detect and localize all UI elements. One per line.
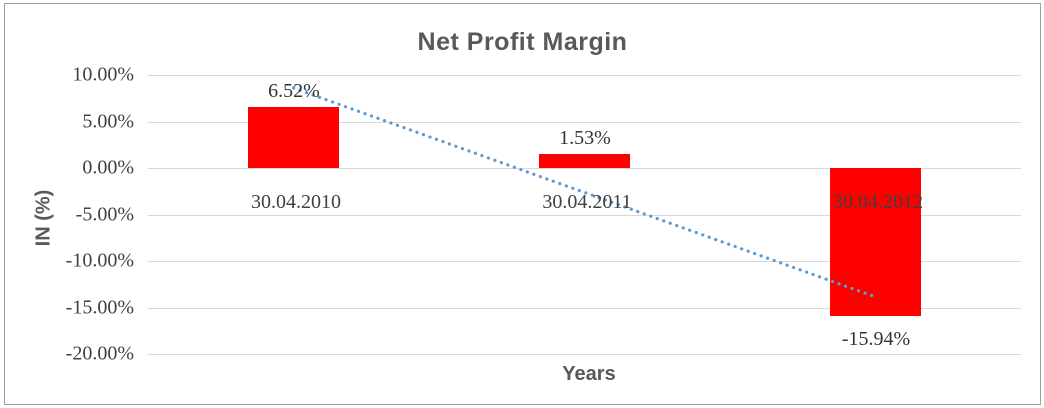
category-label: 30.04.2011	[542, 191, 632, 213]
y-tick-label: -10.00%	[65, 249, 134, 272]
data-label: 1.53%	[559, 127, 611, 149]
bar-30.04.2011	[539, 154, 630, 168]
x-axis-title: Years	[562, 363, 616, 385]
gridline	[148, 354, 1021, 355]
chart-frame: Net Profit Margin IN (%) Years 10.00% 5.0…	[4, 3, 1041, 405]
data-label: 6.52%	[268, 80, 320, 102]
chart-title: Net Profit Margin	[417, 28, 628, 56]
y-tick-label: -5.00%	[75, 203, 134, 226]
category-label: 30.04.2010	[251, 191, 341, 213]
y-tick-label: 10.00%	[72, 63, 134, 86]
category-label: 30.04.2012	[833, 191, 923, 213]
gridline	[148, 75, 1021, 76]
y-tick-label: 0.00%	[82, 156, 134, 179]
data-label: -15.94%	[841, 328, 911, 350]
gridline	[148, 308, 1021, 309]
y-tick-label: 5.00%	[82, 110, 134, 133]
y-tick-label: -20.00%	[65, 342, 134, 365]
bar-30.04.2010	[248, 107, 339, 168]
y-tick-label: -15.00%	[65, 296, 134, 319]
